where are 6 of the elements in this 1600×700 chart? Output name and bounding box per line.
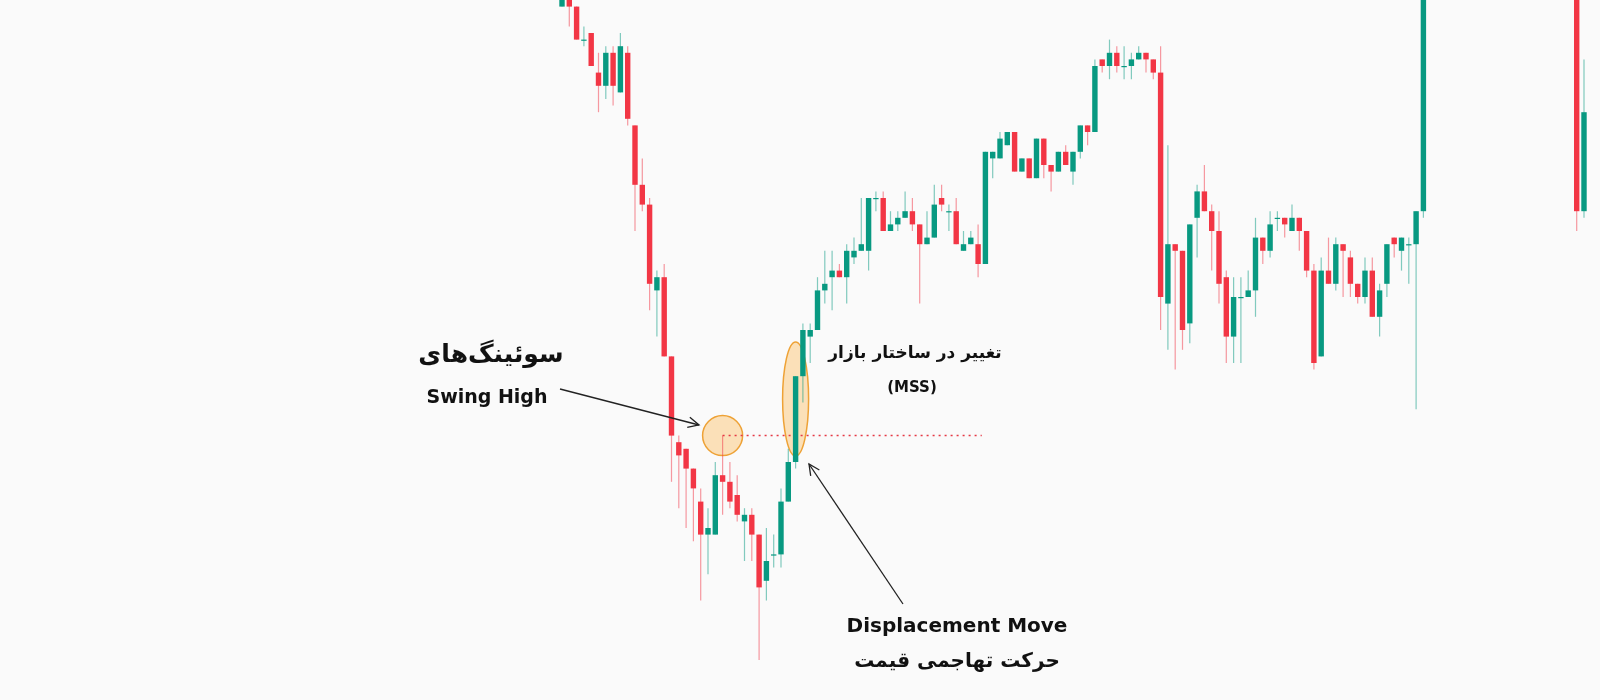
annotation: حرکت تهاجمی قیمت — [854, 648, 1060, 672]
text: Swing High — [426, 385, 548, 407]
annotation: تغییر در ساختار بازار — [827, 342, 1002, 363]
annotation: سوئینگ‌های — [418, 339, 564, 369]
annotation: (MSS) — [887, 378, 937, 396]
annotation: Displacement Move — [846, 613, 1068, 637]
